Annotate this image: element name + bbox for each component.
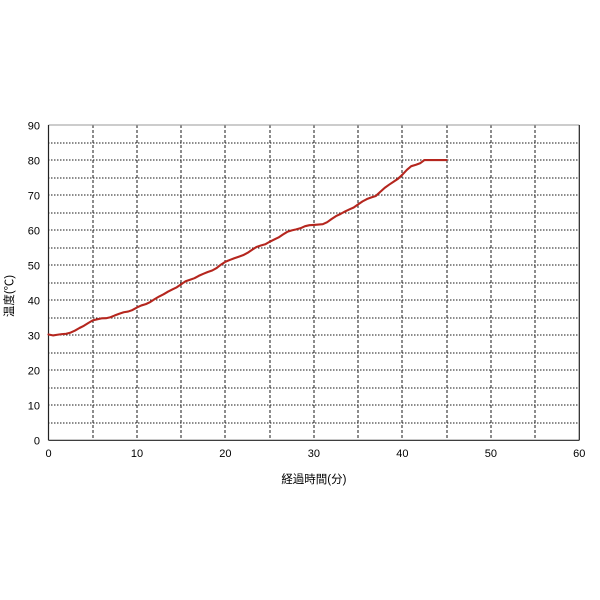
svg-text:60: 60 <box>573 448 585 460</box>
svg-text:0: 0 <box>34 436 40 448</box>
svg-text:40: 40 <box>28 296 40 308</box>
svg-text:40: 40 <box>396 448 408 460</box>
svg-text:30: 30 <box>28 331 40 343</box>
svg-text:50: 50 <box>28 261 40 273</box>
svg-text:60: 60 <box>28 226 40 238</box>
svg-text:温度(℃): 温度(℃) <box>2 275 16 317</box>
svg-text:80: 80 <box>28 156 40 168</box>
svg-text:経過時間(分): 経過時間(分) <box>281 473 346 486</box>
svg-text:20: 20 <box>28 366 40 378</box>
svg-text:0: 0 <box>45 448 51 460</box>
svg-text:90: 90 <box>28 121 40 133</box>
svg-text:50: 50 <box>485 448 497 460</box>
svg-text:70: 70 <box>28 191 40 203</box>
svg-text:30: 30 <box>308 448 320 460</box>
svg-text:10: 10 <box>28 401 40 413</box>
svg-text:20: 20 <box>219 448 231 460</box>
svg-text:10: 10 <box>131 448 143 460</box>
